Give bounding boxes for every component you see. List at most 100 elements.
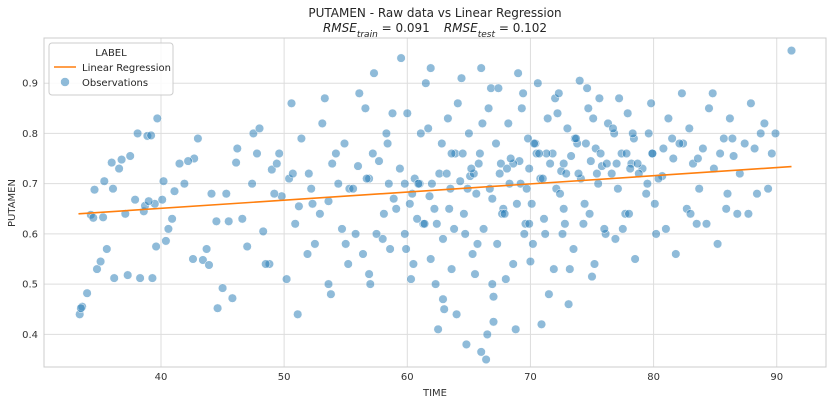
observation-point — [258, 226, 268, 236]
rmse-test-sub: test — [478, 30, 496, 40]
observation-point — [304, 169, 314, 179]
observation-point — [752, 189, 762, 199]
y-tick-label: 0.6 — [22, 229, 38, 240]
observation-point — [667, 133, 677, 144]
observation-point — [213, 303, 223, 313]
observation-point — [204, 260, 214, 270]
observation-point — [487, 194, 497, 204]
observation-point — [341, 239, 351, 249]
rmse-train-label: RMSE — [323, 21, 357, 35]
observation-point — [358, 249, 368, 259]
observation-point — [545, 159, 555, 169]
observation-point — [559, 204, 569, 214]
observation-point — [408, 259, 418, 269]
observation-point — [701, 219, 712, 229]
observation-point — [157, 195, 167, 205]
observation-point — [721, 204, 731, 214]
observation-point — [147, 273, 157, 283]
observation-point — [274, 148, 284, 159]
x-tick-label: 40 — [155, 372, 168, 383]
observation-point — [466, 164, 476, 174]
observation-point — [254, 123, 265, 133]
observation-point — [378, 234, 388, 244]
observation-point — [135, 273, 145, 283]
observation-point — [684, 123, 694, 133]
observation-point — [261, 259, 271, 269]
observation-point — [715, 148, 725, 159]
observation-point — [144, 196, 154, 206]
observation-point — [407, 189, 417, 199]
observation-point — [426, 254, 436, 264]
observation-point — [468, 249, 478, 259]
observation-point — [646, 98, 656, 108]
observation-point — [767, 148, 777, 159]
observation-point — [475, 148, 485, 159]
observation-point — [293, 309, 303, 319]
observation-point — [729, 151, 739, 161]
observation-point — [524, 164, 534, 174]
observation-point — [668, 153, 678, 164]
observation-point — [588, 113, 598, 123]
observation-point — [511, 324, 521, 334]
observation-point — [524, 219, 534, 229]
observation-point — [455, 176, 465, 186]
observation-point — [650, 199, 660, 209]
observation-point — [294, 201, 304, 211]
observation-point — [582, 83, 592, 93]
observation-point — [452, 309, 462, 319]
observation-point — [593, 179, 603, 189]
observation-point — [503, 118, 513, 128]
observation-point — [416, 128, 426, 138]
observation-point — [320, 93, 330, 103]
y-tick-label: 0.4 — [22, 330, 38, 341]
observation-point — [594, 93, 604, 103]
observation-point — [120, 209, 130, 219]
observation-point — [685, 209, 696, 219]
observation-point — [481, 354, 491, 365]
observation-point — [400, 179, 410, 189]
observation-point — [387, 108, 398, 118]
observation-point — [125, 151, 135, 161]
observation-point — [337, 224, 347, 234]
axes: 40 50 60 70 80 90 0.4 0.5 0.6 0.7 0.8 0.9 — [22, 37, 827, 383]
observation-point — [540, 229, 550, 239]
observation-point — [438, 234, 448, 244]
observation-point — [221, 189, 231, 199]
observation-point — [269, 189, 279, 199]
observation-point — [527, 199, 537, 209]
observation-point — [368, 148, 378, 159]
observation-point — [529, 138, 539, 149]
observation-point — [365, 279, 375, 289]
observation-point — [592, 169, 602, 179]
observation-point — [477, 118, 487, 128]
observation-point — [674, 138, 685, 149]
observation-point — [433, 324, 443, 334]
observation-point — [438, 294, 448, 304]
observation-point — [484, 103, 494, 113]
observation-point — [315, 209, 325, 219]
observation-point — [612, 159, 622, 169]
observation-point — [708, 88, 718, 98]
observation-point — [323, 279, 334, 289]
observation-point — [587, 272, 597, 282]
observation-point — [405, 199, 415, 209]
x-axis-label: TIME — [422, 388, 447, 399]
observation-point — [549, 264, 559, 274]
observation-point — [482, 329, 492, 339]
observation-point — [671, 249, 681, 259]
chart-subtitle: RMSEtrain = 0.091 RMSEtest = 0.102 — [323, 21, 547, 40]
observation-point — [479, 224, 489, 234]
observation-point — [89, 185, 100, 195]
observation-point — [353, 161, 363, 171]
legend-entry-observations: Observations — [82, 78, 148, 89]
y-tick-label: 0.8 — [22, 129, 38, 140]
observation-point — [306, 184, 316, 194]
observation-point — [218, 283, 228, 293]
observation-point — [76, 303, 86, 313]
observation-point — [536, 319, 547, 329]
observation-point — [151, 241, 161, 252]
observation-point — [96, 256, 106, 267]
observation-point — [525, 256, 535, 267]
observation-point — [634, 169, 644, 179]
observation-point — [343, 259, 353, 269]
